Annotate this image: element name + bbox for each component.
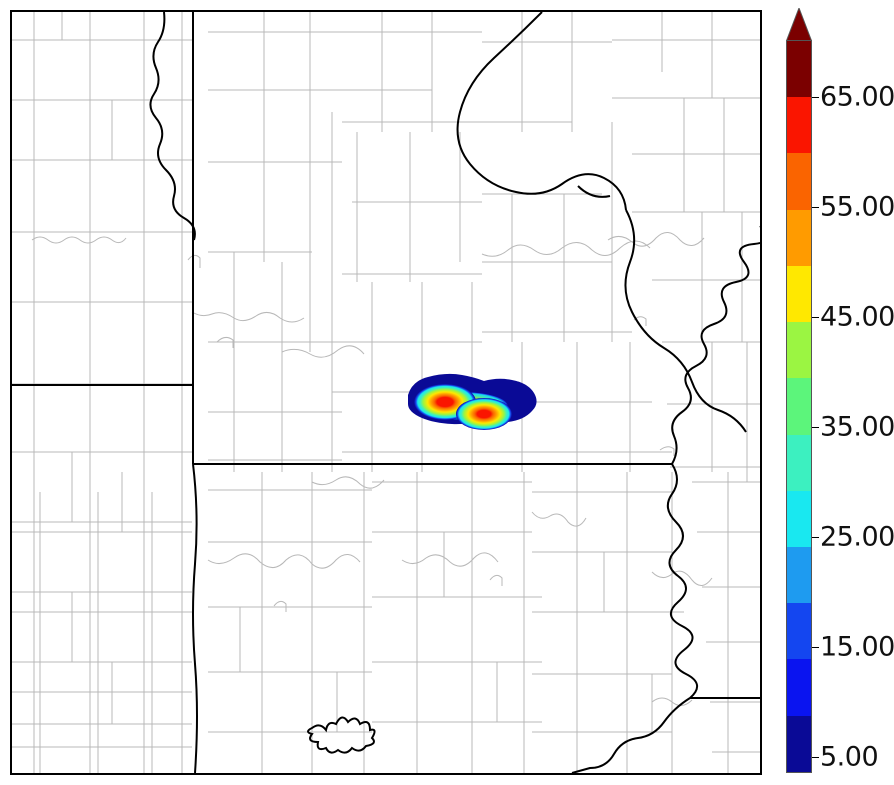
colorbar-tick-25 (812, 537, 819, 538)
missouri-river-east (624, 209, 747, 433)
county-boundaries (12, 12, 760, 773)
colorbar-label-25: 25.00 (820, 521, 894, 553)
colorbar-max-arrow (786, 8, 812, 42)
colorbar-band-65 (787, 97, 811, 154)
contour-cell-east (456, 398, 512, 430)
colorbar-band-60 (787, 153, 811, 210)
colorbar-bands (786, 40, 812, 773)
map-canvas (12, 12, 760, 773)
mississippi-river-north (671, 226, 760, 465)
colorbar-band-45 (787, 322, 811, 379)
colorbar-tick-35 (812, 427, 819, 428)
colorbar-tick-15 (812, 647, 819, 648)
colorbar-label-15: 15.00 (820, 631, 894, 663)
colorbar-band-15 (787, 659, 811, 716)
colorbar-band-50 (787, 265, 811, 323)
arkansas-west-border (192, 463, 198, 773)
colorbar-band-35 (787, 434, 811, 491)
lake-feature (307, 716, 376, 754)
colorbar-band-10 (787, 715, 811, 772)
river-tributary-a (577, 185, 611, 198)
colorbar-tick-55 (812, 207, 819, 208)
colorbar-band-25 (787, 546, 811, 604)
colorbar-band-20 (787, 603, 811, 660)
data-contour-field (408, 373, 537, 430)
missouri-river-nw (149, 12, 196, 241)
mississippi-river-mid (666, 463, 698, 699)
missouri-river-main (456, 12, 627, 211)
colorbar: 65.00 55.00 45.00 35.00 25.00 15.00 5.00 (784, 8, 894, 778)
map-panel (10, 10, 762, 775)
colorbar-tick-5 (812, 757, 819, 758)
colorbar-band-70 (787, 41, 811, 98)
colorbar-tick-65 (812, 97, 819, 98)
colorbar-tick-45 (812, 317, 819, 318)
colorbar-band-55 (787, 209, 811, 266)
state-boundaries (12, 12, 760, 773)
colorbar-label-65: 65.00 (820, 81, 894, 113)
colorbar-label-5: 5.00 (820, 741, 879, 773)
colorbar-band-40 (787, 378, 811, 435)
colorbar-label-35: 35.00 (820, 411, 894, 443)
mississippi-river-south (571, 697, 691, 773)
colorbar-label-55: 55.00 (820, 191, 894, 223)
colorbar-band-30 (787, 490, 811, 547)
colorbar-label-45: 45.00 (820, 301, 894, 333)
